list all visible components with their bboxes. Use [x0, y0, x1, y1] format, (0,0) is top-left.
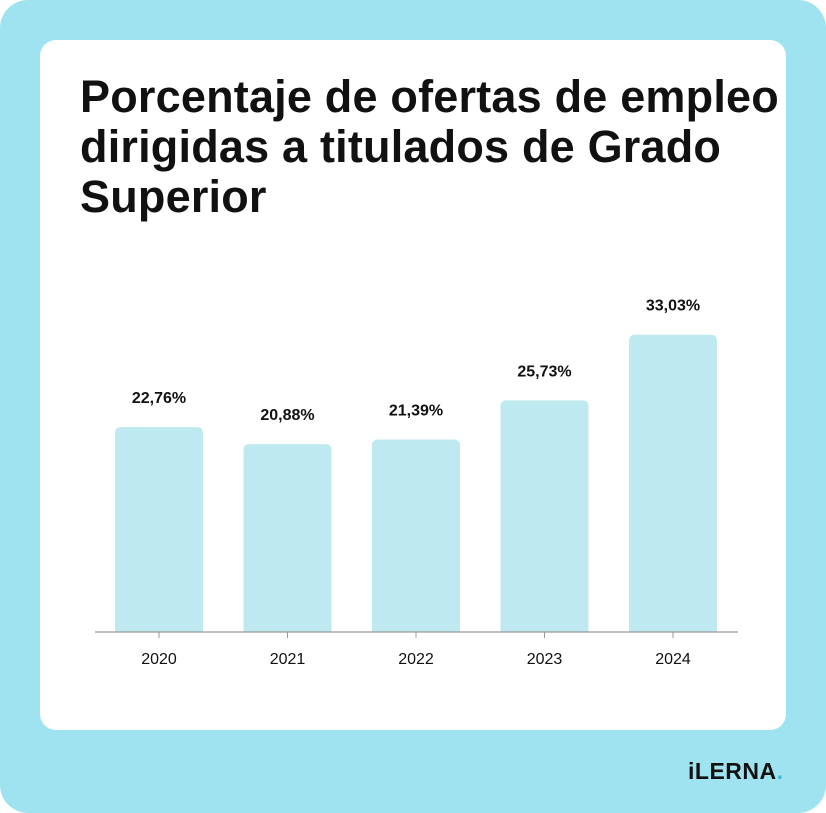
bar-2023 [500, 400, 589, 632]
bar-2022 [372, 439, 460, 632]
data-label-2024: 33,03% [646, 298, 700, 315]
x-tick-label-2021: 2021 [270, 651, 306, 668]
bar-2021 [243, 444, 332, 632]
x-tick-label-2020: 2020 [141, 651, 177, 668]
x-tick-label-2023: 2023 [527, 651, 563, 668]
x-tick-label-2022: 2022 [398, 651, 434, 668]
logo-text: iLERNA [688, 758, 777, 784]
data-label-2023: 25,73% [517, 363, 571, 380]
data-label-2021: 20,88% [260, 407, 314, 424]
chart-title: Porcentaje de ofertas de empleo dirigida… [80, 71, 779, 222]
data-label-2020: 22,76% [132, 390, 186, 407]
data-label-2022: 21,39% [389, 402, 443, 419]
bar-2024 [629, 334, 717, 632]
logo-dot: . [776, 758, 784, 784]
ilerna-logo: iLERNA. [688, 758, 784, 785]
x-tick-label-2024: 2024 [655, 651, 691, 668]
bar-2020 [115, 427, 203, 632]
